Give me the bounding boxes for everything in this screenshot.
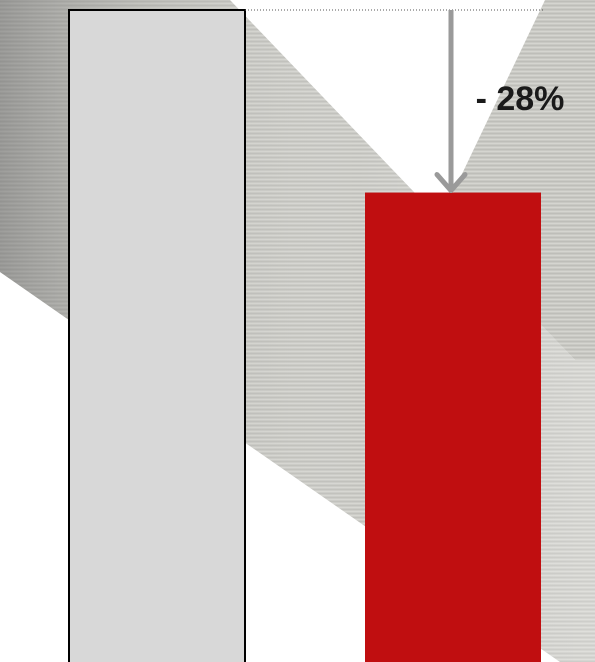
- bar-1: [68, 9, 246, 662]
- bar-2: [365, 192, 541, 662]
- metal-background-right-shape: [440, 0, 595, 360]
- annotation-layer: - 28%: [245, 9, 565, 194]
- plot-area: [68, 9, 541, 662]
- percent-change-label: - 28%: [476, 80, 565, 118]
- decrease-arrow-head: [434, 172, 468, 194]
